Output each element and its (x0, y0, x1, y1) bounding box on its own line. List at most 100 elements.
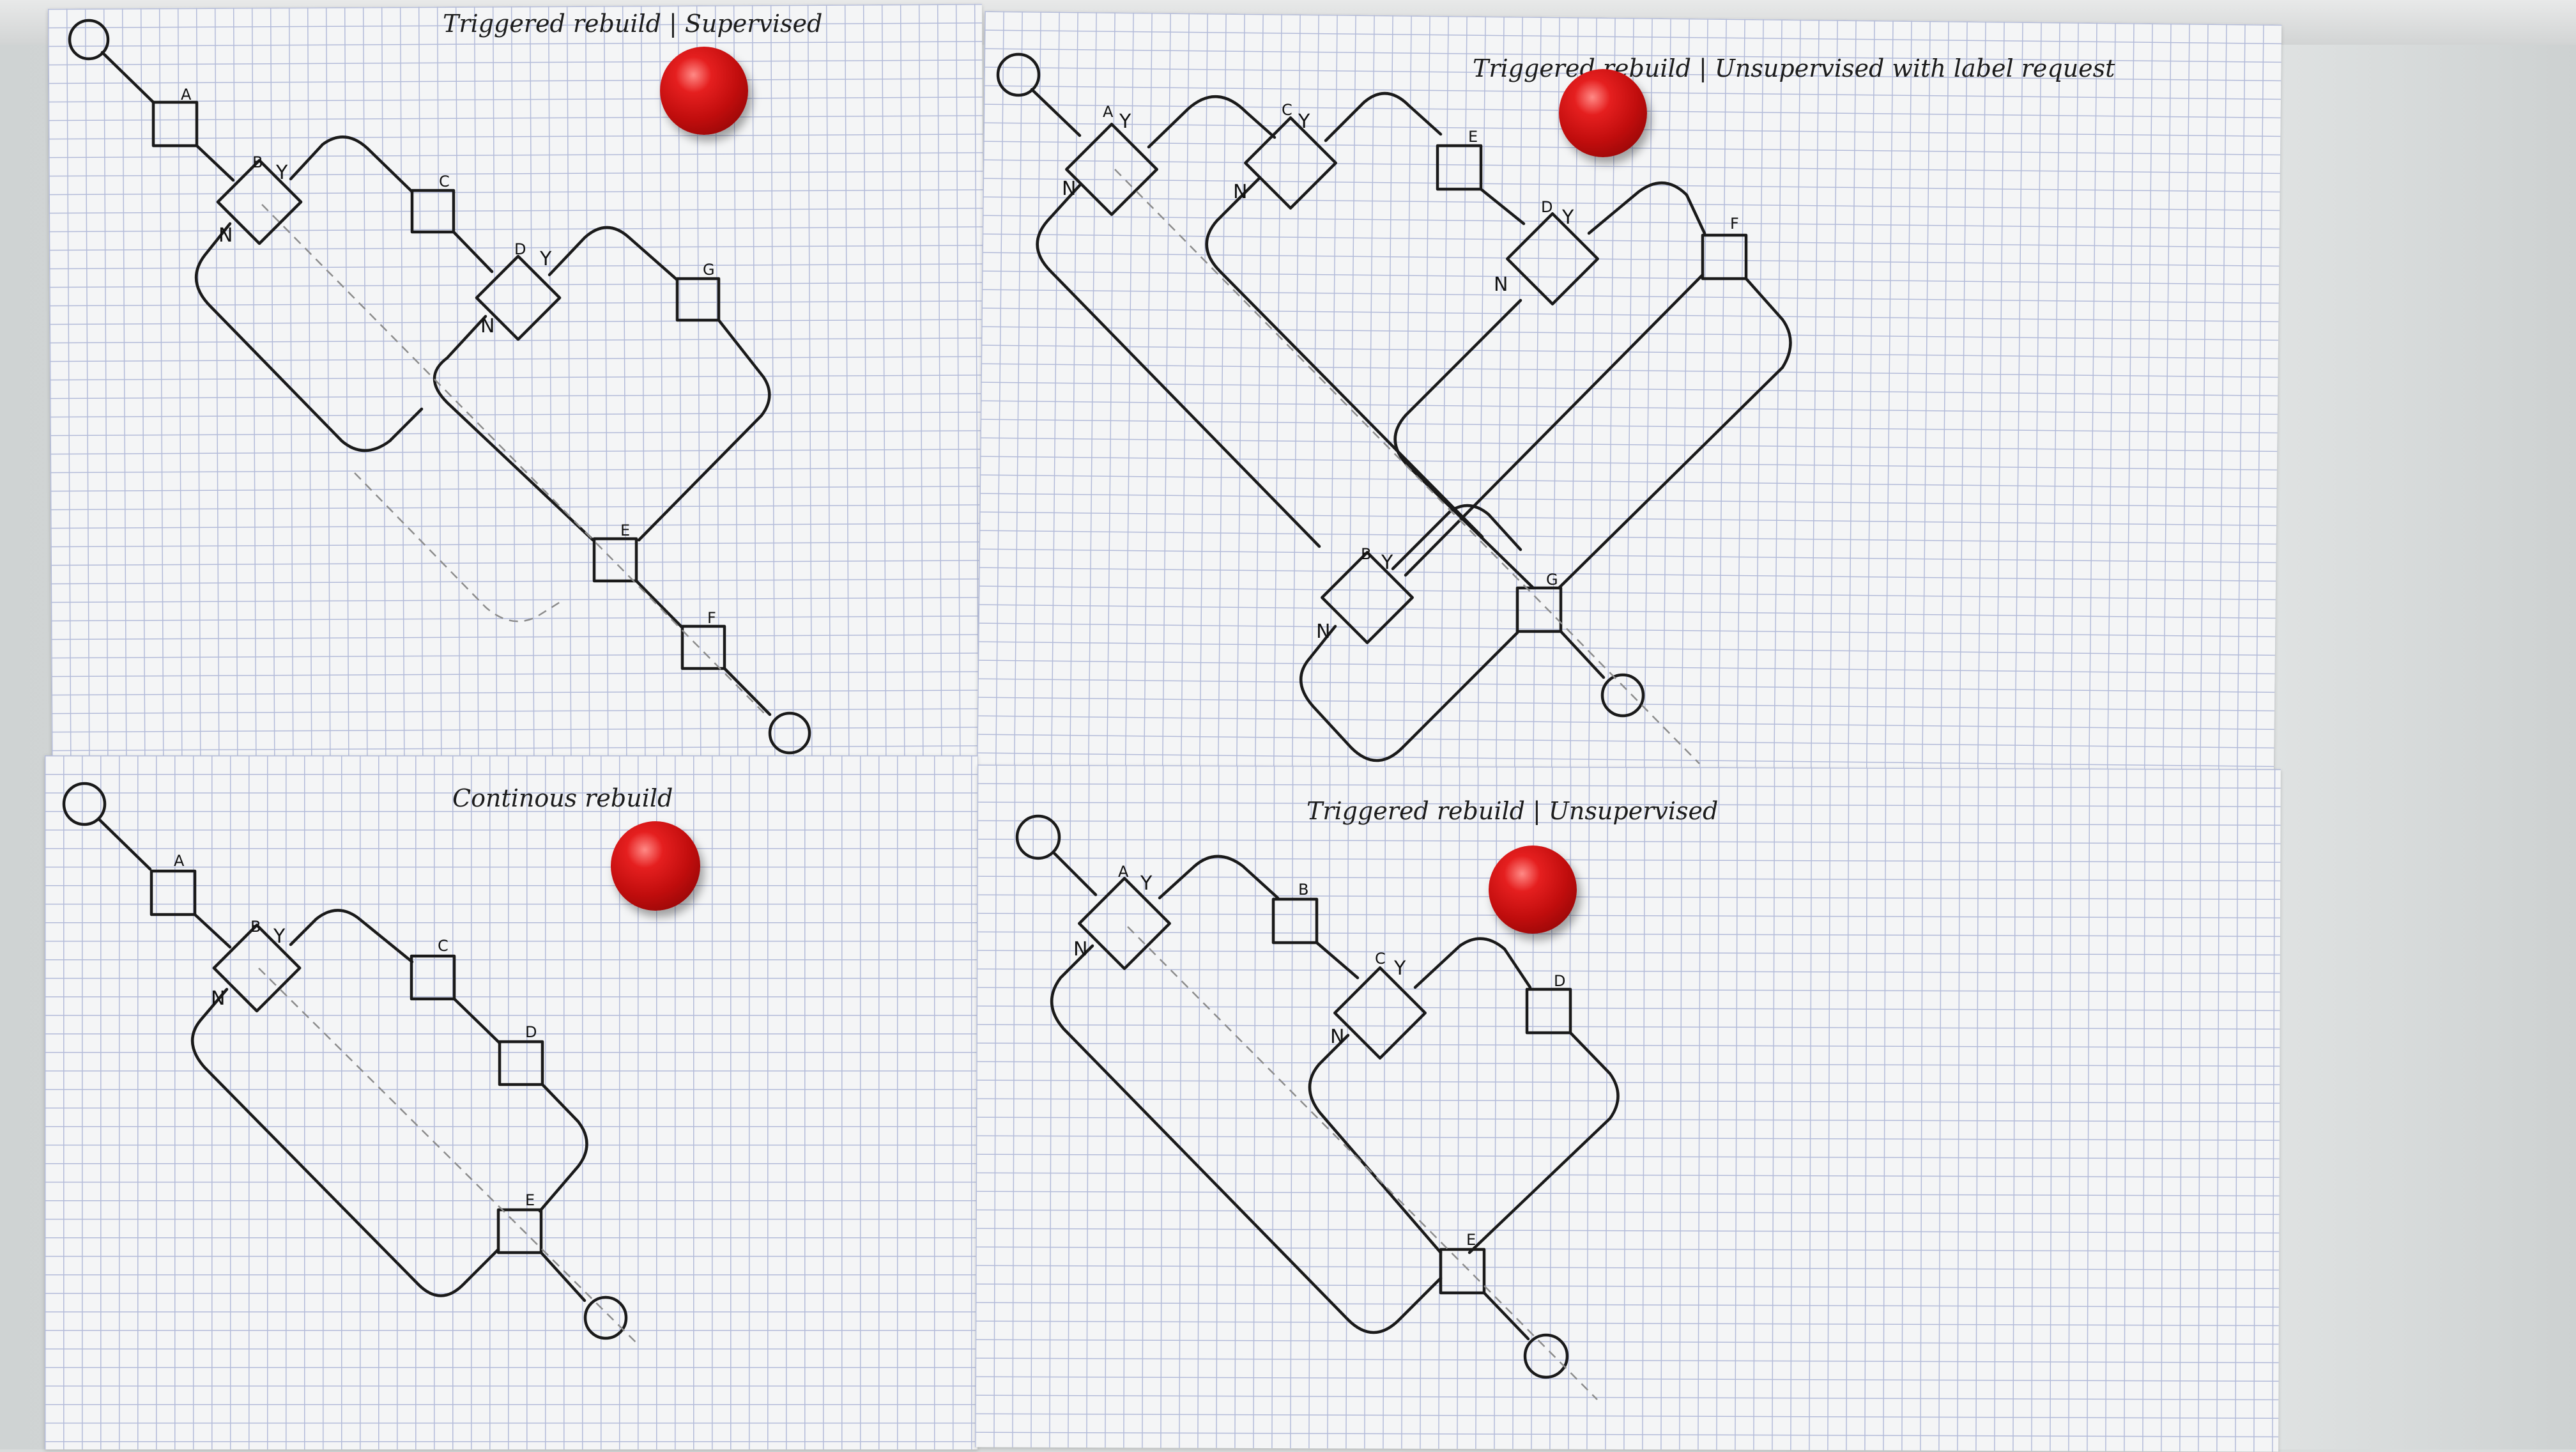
edge (1468, 1031, 1620, 1255)
decision-b (212, 923, 302, 1013)
yes-label: Y (275, 162, 288, 184)
node-label: D (1554, 972, 1565, 990)
guide-line (354, 472, 563, 622)
node-f (1701, 233, 1748, 281)
node-e (496, 1208, 543, 1255)
edge-yes (289, 909, 414, 964)
node-c (410, 189, 456, 234)
start-circle (1015, 814, 1061, 860)
no-label: N (1330, 1026, 1344, 1048)
edge (1479, 187, 1526, 226)
decision-c (1333, 966, 1427, 1060)
diagram-top-right (996, 52, 1792, 762)
sheet-bottom-left (45, 755, 977, 1449)
edge-no (1036, 183, 1321, 548)
decision-a (1078, 877, 1171, 970)
node-e (592, 537, 638, 583)
start-circle (68, 19, 110, 61)
node-a (151, 100, 199, 148)
edge-yes (548, 226, 679, 282)
edge (452, 230, 494, 274)
edge (1482, 1291, 1530, 1341)
red-magnet[interactable] (1489, 846, 1577, 934)
edge-yes (1324, 92, 1443, 143)
edge (539, 1251, 586, 1302)
end-circle (1600, 673, 1645, 718)
node-a (150, 869, 197, 916)
no-label: N (1316, 621, 1330, 643)
whiteboard-edge (2274, 45, 2576, 1449)
node-label: E (1466, 1231, 1476, 1249)
node-e (1439, 1247, 1486, 1295)
node-label: F (1730, 215, 1739, 233)
edge-no (1050, 944, 1443, 1334)
red-magnet[interactable] (1559, 69, 1647, 157)
yes-label: Y (539, 248, 552, 270)
node-b (1271, 897, 1319, 945)
guide-line (261, 204, 767, 716)
node-label: B (1298, 881, 1308, 899)
node-label: E (525, 1191, 535, 1209)
no-label: N (1062, 178, 1076, 200)
title-top-left: Triggered rebuild | Supervised (443, 10, 822, 38)
node-label: G (703, 261, 715, 279)
diagram-bottom-right (1015, 814, 1620, 1379)
edge-yes (1587, 182, 1706, 235)
end-circle (583, 1295, 628, 1340)
edge (195, 144, 235, 182)
node-g (675, 277, 721, 322)
decision-b (216, 158, 303, 245)
node-label: B (250, 918, 261, 936)
node-label: F (707, 609, 716, 627)
edge-yes (289, 135, 414, 194)
title-bottom-right: Triggered rebuild | Unsupervised (1307, 797, 1718, 825)
node-label: A (1103, 103, 1114, 121)
red-magnet[interactable] (660, 47, 748, 135)
decision-b (1321, 551, 1414, 644)
diagram-top-left (68, 19, 811, 755)
end-circle (768, 711, 811, 755)
edge-no (194, 222, 424, 452)
guide-line (258, 968, 640, 1346)
start-circle (62, 782, 107, 826)
edge (452, 997, 502, 1045)
edge-no (1393, 298, 1535, 590)
yes-label: Y (1298, 111, 1310, 133)
edge (634, 579, 684, 629)
guide-line (1127, 926, 1598, 1400)
edge (723, 667, 772, 716)
node-label: C (1375, 950, 1386, 968)
title-top-right: Triggered rebuild | Unsupervised with la… (1473, 54, 2115, 82)
decision-d (475, 254, 562, 341)
red-magnet[interactable] (611, 821, 700, 911)
edge-yes (1158, 854, 1280, 900)
yes-label: Y (1561, 206, 1574, 229)
no-label: N (1073, 938, 1087, 961)
no-label: N (211, 987, 225, 1010)
node-label: D (1541, 198, 1552, 216)
pencil-guides (258, 169, 1700, 1400)
edge-no (1205, 177, 1484, 539)
node-label: B (1361, 545, 1371, 563)
node-label: D (514, 240, 526, 258)
edge (1559, 629, 1606, 679)
node-label: E (620, 521, 630, 539)
yes-label: Y (273, 925, 286, 948)
no-label: N (480, 315, 494, 337)
edge-no (433, 314, 595, 542)
yes-label: Y (1140, 872, 1153, 895)
node-label: C (438, 937, 448, 955)
node-label: E (1468, 128, 1478, 146)
decision-d (1506, 212, 1599, 305)
node-label: G (1546, 571, 1558, 589)
yes-label: Y (1381, 552, 1393, 574)
edge-yes (1147, 95, 1276, 149)
title-bottom-left: Continous rebuild (452, 784, 673, 812)
no-label: N (1233, 181, 1247, 203)
edge-no (1308, 1033, 1443, 1255)
edge (193, 913, 232, 949)
edge (1030, 88, 1082, 137)
node-d (498, 1040, 544, 1086)
node-label: A (174, 852, 185, 870)
edge (97, 817, 152, 871)
